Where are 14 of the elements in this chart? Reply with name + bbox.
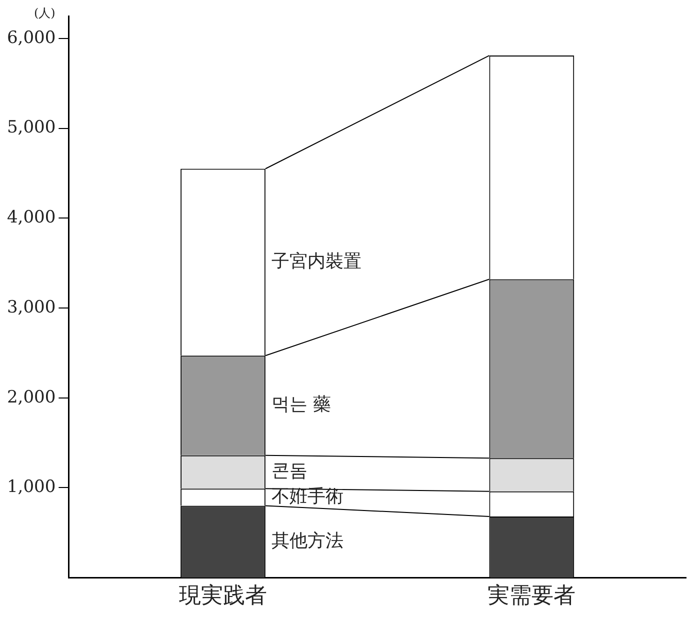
series-label: 콘돔 <box>271 460 308 482</box>
series-label: 먹는 藥 <box>271 394 332 416</box>
y-tick-label: 3,000 <box>6 297 56 318</box>
series-label: 不姙手術 <box>271 486 344 507</box>
x-tick-label: 現実践者 <box>179 584 267 609</box>
series-label: 子宮内裝置 <box>271 250 362 272</box>
y-tick-label: 4,000 <box>6 208 56 228</box>
y-tick-label: 5,000 <box>6 118 56 138</box>
y-tick-label: 6,000 <box>6 28 56 48</box>
y-axis-title: (人) <box>34 6 56 20</box>
series-label: 其他方法 <box>271 530 344 552</box>
y-tick-label: 1,000 <box>6 477 56 498</box>
x-tick-label: 実需要者 <box>488 584 576 609</box>
y-tick-label: 2,000 <box>6 387 56 408</box>
